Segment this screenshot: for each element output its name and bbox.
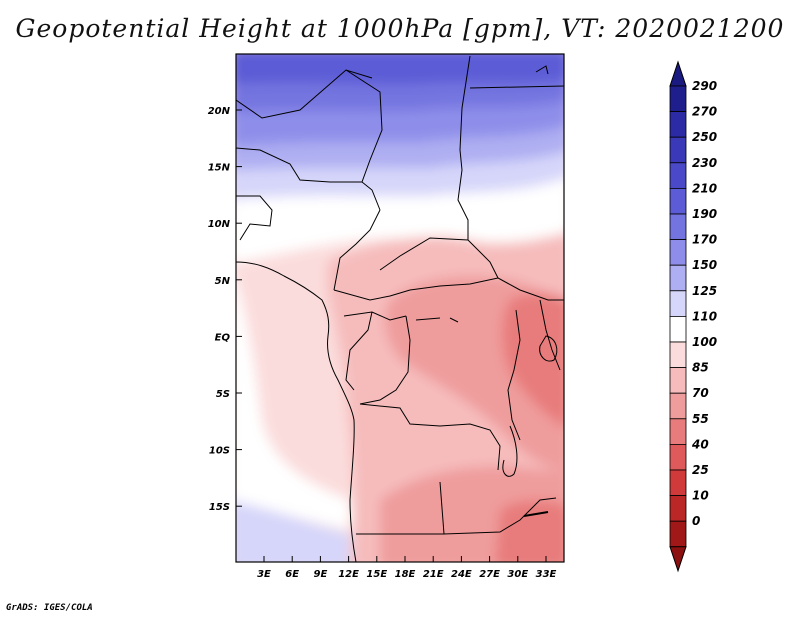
colorbar-swatch (669, 111, 687, 138)
band-125-south (236, 501, 350, 562)
coast-ne (535, 65, 549, 75)
colorbar-label: 55 (692, 412, 709, 426)
border-16 (539, 299, 561, 371)
lon-tick-label: 15E (366, 569, 387, 580)
lon-tick-label: 27E (479, 569, 500, 580)
border-9 (379, 237, 469, 271)
colorbar-label: 110 (692, 309, 717, 323)
lon-tick-label: 24E (451, 569, 472, 580)
map-frame (235, 53, 565, 563)
colorbar-label: 150 (692, 258, 717, 272)
colorbar-label: 40 (691, 437, 709, 451)
river (415, 317, 459, 323)
colorbar-label: 0 (692, 514, 700, 528)
colorbar-swatch (669, 162, 687, 189)
band-110-atlantic (236, 280, 350, 530)
lat-tick-label: 10S (209, 446, 230, 457)
lon-tick-label: 12E (338, 569, 359, 580)
lake-kariba (523, 511, 549, 517)
border-1 (236, 69, 373, 119)
colorbar-swatch (669, 418, 687, 445)
colorbar-swatch (669, 85, 687, 113)
colorbar-swatch (669, 443, 687, 471)
lat-tick-label: 20N (208, 106, 231, 117)
lon-tick-label: 9E (314, 569, 328, 580)
border-5 (333, 209, 381, 291)
border-10 (333, 277, 499, 301)
colorbar-swatch (669, 392, 687, 420)
border-15 (507, 309, 521, 441)
colorbar-swatch (669, 341, 687, 369)
colorbar-label: 270 (692, 105, 717, 119)
colorbar-swatch (669, 136, 687, 164)
lon-tick-label: 18E (395, 569, 416, 580)
colorbar-label: 250 (692, 130, 717, 144)
border-3 (236, 147, 362, 183)
lon-tick-label: 6E (285, 569, 299, 580)
colorbar-swatch (669, 495, 687, 522)
border-13 (359, 315, 411, 405)
longitude-axis: 3E 6E 9E 12E 15E 18E 21E 24E 27E 30E 33E (257, 556, 557, 580)
border-11 (343, 311, 407, 321)
coastline (236, 261, 357, 562)
colorbar-label: 70 (692, 386, 709, 400)
border-12 (345, 311, 373, 391)
lat-tick-label: 5N (215, 276, 231, 287)
lat-tick-label: EQ (215, 332, 231, 343)
borders (236, 55, 564, 562)
colorbar: 2902702502302101901701501251101008570554… (669, 60, 717, 573)
band-110 (236, 178, 564, 264)
band-55-south (495, 500, 564, 562)
lake-victoria (539, 335, 558, 362)
band-55-east (502, 293, 564, 427)
latitude-axis: 20N 15N 10N 5N EQ 5S 10S 15S (208, 106, 242, 513)
colorbar-swatch (669, 239, 687, 266)
colorbar-label: 290 (692, 79, 717, 93)
colorbar-label: 170 (692, 233, 717, 247)
colorbar-label: 125 (692, 284, 717, 298)
colorbar-bottom-arrow (669, 546, 687, 573)
colorbar-swatch (669, 520, 687, 548)
lat-tick-label: 15N (208, 163, 231, 174)
colorbar-label: 230 (692, 156, 717, 170)
colorbar-top-arrow (669, 60, 687, 87)
lon-tick-label: 21E (423, 569, 444, 580)
border-2 (345, 69, 383, 211)
colorbar-label: 10 (692, 489, 709, 503)
colorbar-label: 25 (692, 463, 709, 477)
border-7 (469, 85, 564, 89)
colorbar-label: 85 (692, 361, 709, 375)
lat-tick-label: 15S (209, 502, 230, 513)
colorbar-label: 210 (692, 181, 717, 195)
colorbar-label: 190 (692, 207, 717, 221)
lon-tick-label: 3E (257, 569, 271, 580)
lat-tick-label: 10N (208, 219, 231, 230)
colorbar-swatch (669, 213, 687, 241)
colorbar-swatch (669, 290, 687, 317)
lat-tick-label: 5S (216, 389, 230, 400)
lon-tick-label: 30E (507, 569, 528, 580)
border-4 (236, 195, 273, 241)
lake-tanganyika (502, 425, 518, 477)
border-17 (439, 481, 557, 535)
colorbar-label: 100 (692, 335, 717, 349)
border-14 (359, 403, 501, 471)
border-8 (467, 239, 564, 301)
colorbar-swatch (669, 469, 687, 497)
colorbar-swatch (669, 187, 687, 215)
map-title: Geopotential Height at 1000hPa [gpm], VT… (15, 14, 785, 43)
height-field (236, 54, 564, 562)
band-210 (236, 54, 564, 85)
colorbar-swatch (669, 264, 687, 292)
colorbar-swatch (669, 367, 687, 394)
credit-text: GrADS: IGES/COLA (6, 603, 93, 613)
border-6 (457, 55, 471, 240)
lon-tick-label: 33E (536, 569, 557, 580)
colorbar-swatch (669, 315, 687, 343)
